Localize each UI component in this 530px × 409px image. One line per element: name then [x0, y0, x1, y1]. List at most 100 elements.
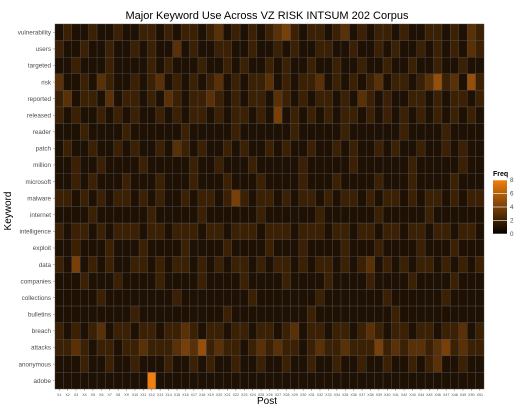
heatmap-cell [357, 206, 367, 224]
heatmap-cell [441, 239, 451, 257]
heatmap-cell [80, 322, 89, 340]
heatmap-cell [223, 106, 232, 124]
heatmap-cell [408, 56, 417, 74]
heatmap-cell [298, 222, 308, 240]
heatmap-cell [374, 90, 384, 108]
heatmap-cell [105, 272, 115, 290]
heatmap-cell [113, 23, 123, 41]
heatmap-cell [54, 23, 64, 41]
heatmap-cell [265, 272, 274, 290]
heatmap-cell [113, 322, 123, 340]
heatmap-cell [105, 372, 115, 390]
heatmap-cell [172, 372, 182, 390]
heatmap-cell [96, 305, 106, 323]
heatmap-cell [374, 305, 384, 323]
heatmap-cell [63, 189, 73, 207]
heatmap-cell [96, 156, 106, 174]
heatmap-cell [408, 206, 417, 224]
heatmap-cell [96, 272, 106, 290]
heatmap-cell [357, 222, 367, 240]
heatmap-cell [206, 206, 216, 224]
heatmap-cell [206, 56, 216, 74]
heatmap-cell [189, 139, 199, 157]
heatmap-cell [256, 23, 266, 41]
heatmap-cell [197, 272, 207, 290]
x-tick-label: X10 [132, 393, 138, 397]
heatmap-cell [450, 222, 459, 240]
heatmap-cell [458, 372, 468, 390]
heatmap-cell [281, 222, 291, 240]
heatmap-cell [441, 305, 451, 323]
heatmap-cell [273, 355, 283, 373]
x-tick-label: X12 [149, 393, 155, 397]
heatmap-cell [399, 372, 409, 390]
heatmap-cell [206, 372, 216, 390]
heatmap-cell [239, 222, 249, 240]
heatmap-cell [349, 173, 359, 191]
heatmap-cell [96, 123, 106, 141]
heatmap-cell [450, 372, 459, 390]
heatmap-cell [374, 222, 384, 240]
heatmap-cell [256, 123, 266, 141]
heatmap-cell [374, 23, 384, 41]
heatmap-cell [416, 355, 426, 373]
heatmap-cell [71, 56, 81, 74]
heatmap-cell [105, 322, 115, 340]
heatmap-cell [214, 123, 224, 141]
heatmap-cell [122, 73, 131, 91]
heatmap-cell [105, 239, 115, 257]
heatmap-cell [475, 156, 485, 174]
heatmap-cell [248, 355, 258, 373]
heatmap-cell [88, 272, 98, 290]
y-tick-label: microsoft [25, 179, 51, 186]
x-tick-label: X30 [300, 393, 306, 397]
heatmap-cell [96, 106, 106, 124]
heatmap-cell [315, 256, 325, 274]
heatmap-cell [475, 73, 485, 91]
heatmap-cell [424, 139, 434, 157]
heatmap-cell [147, 322, 157, 340]
heatmap-cell [441, 355, 451, 373]
heatmap-cell [332, 40, 342, 58]
heatmap-cell [223, 156, 232, 174]
heatmap-cell [113, 40, 123, 58]
heatmap-cell [197, 206, 207, 224]
heatmap-cell [281, 123, 291, 141]
heatmap-cell [433, 123, 443, 141]
heatmap-cell [96, 73, 106, 91]
heatmap-cell [441, 322, 451, 340]
heatmap-cell [298, 355, 308, 373]
heatmap-cell [450, 123, 459, 141]
heatmap-cell [374, 106, 384, 124]
heatmap-cell [172, 73, 182, 91]
heatmap-cell [206, 239, 216, 257]
heatmap-cell [366, 139, 375, 157]
heatmap-cell [323, 90, 333, 108]
heatmap-cell [340, 73, 350, 91]
heatmap-cell [366, 355, 375, 373]
heatmap-cell [223, 90, 232, 108]
heatmap-cell [138, 305, 148, 323]
heatmap-cell [54, 90, 64, 108]
heatmap-cell [248, 139, 258, 157]
heatmap-cell [256, 222, 266, 240]
heatmap-cell [340, 23, 350, 41]
heatmap-cell [248, 272, 258, 290]
heatmap-cell [122, 372, 131, 390]
heatmap-cell [374, 139, 384, 157]
heatmap-cell [357, 139, 367, 157]
heatmap-cell [130, 90, 140, 108]
heatmap-cell [96, 56, 106, 74]
heatmap-cell [273, 23, 283, 41]
x-tick-label: X39 [376, 393, 382, 397]
heatmap-cell [374, 206, 384, 224]
heatmap-cell [96, 372, 106, 390]
heatmap-cell [147, 206, 157, 224]
heatmap-cell [71, 272, 81, 290]
heatmap-cell [382, 123, 392, 141]
heatmap-cell [450, 339, 459, 357]
heatmap-cell [349, 56, 359, 74]
x-tick-label: X20 [216, 393, 222, 397]
heatmap-cell [315, 322, 325, 340]
heatmap-cell [315, 40, 325, 58]
